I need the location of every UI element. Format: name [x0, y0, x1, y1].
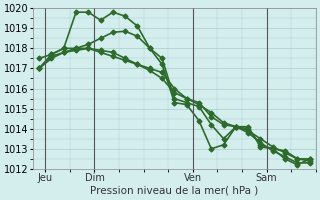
X-axis label: Pression niveau de la mer( hPa ): Pression niveau de la mer( hPa ) — [90, 186, 259, 196]
